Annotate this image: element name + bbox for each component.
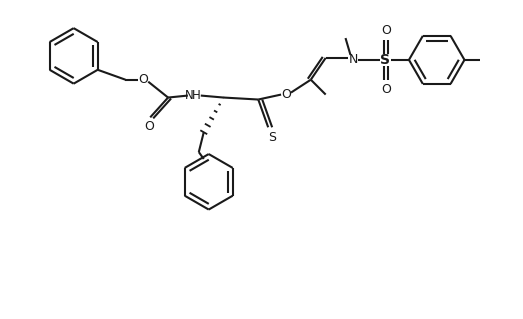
Text: S: S — [380, 53, 390, 67]
Text: O: O — [281, 88, 291, 101]
Text: N: N — [349, 53, 358, 66]
Text: N: N — [185, 89, 194, 102]
Text: O: O — [381, 24, 391, 37]
Text: S: S — [268, 131, 276, 144]
Text: O: O — [381, 83, 391, 96]
Text: H: H — [191, 89, 200, 102]
Text: O: O — [139, 73, 148, 86]
Text: O: O — [144, 120, 154, 133]
